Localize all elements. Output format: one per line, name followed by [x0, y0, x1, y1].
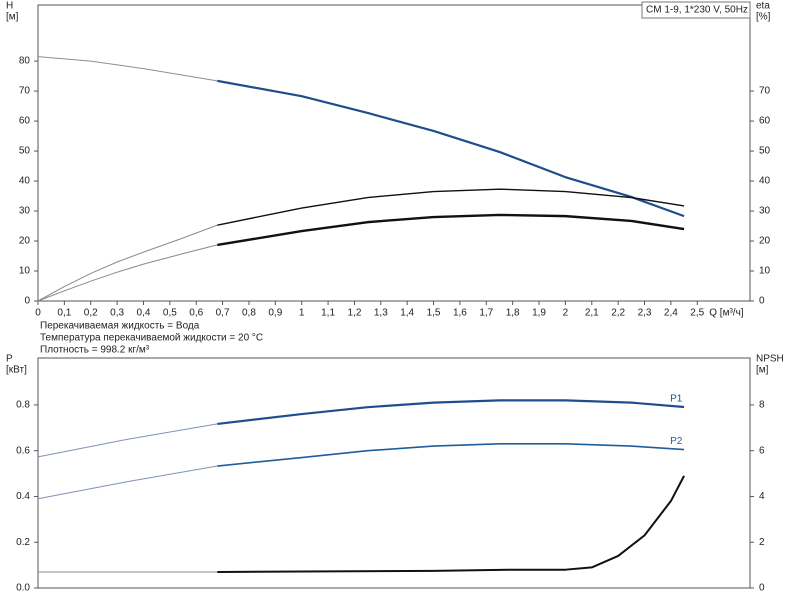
x-tick-label: 1,9 — [532, 308, 546, 319]
x-tick-label: 0,2 — [84, 308, 98, 319]
y2-tick-label: 30 — [759, 206, 771, 217]
x-tick-label: 0,4 — [137, 308, 151, 319]
y2-tick-label: 6 — [759, 445, 765, 456]
curve — [217, 475, 685, 573]
x-tick-label: 1,2 — [347, 308, 361, 319]
x-tick-label: 0,6 — [189, 308, 203, 319]
x-tick-label: 1,5 — [427, 308, 441, 319]
annotation: CM 1-9, 1*230 V, 50Hz — [646, 5, 748, 16]
y2-tick-label: 40 — [759, 176, 771, 187]
y-tick-label: 10 — [19, 266, 31, 277]
x-tick-label: 0,8 — [242, 308, 256, 319]
x-tick-label: 1,1 — [321, 308, 335, 319]
y2-tick-label: 10 — [759, 266, 771, 277]
x-tick-label: 1,7 — [479, 308, 493, 319]
y2-tick-label: 50 — [759, 146, 771, 157]
y2-axis-label: eta — [756, 1, 770, 12]
plot-frame — [37, 4, 751, 302]
note: Плотность = 998.2 кг/м³ — [40, 345, 150, 356]
x-axis-label: Q [м³/ч] — [709, 308, 744, 319]
y2-axis-label: [%] — [756, 12, 771, 23]
y-axis-label: [кВт] — [6, 365, 27, 376]
x-tick-label: 2,5 — [690, 308, 704, 319]
x-tick-label: 2,4 — [664, 308, 678, 319]
curve — [37, 224, 218, 302]
x-tick-label: 1 — [299, 308, 305, 319]
y-tick-label: 70 — [19, 86, 31, 97]
y-tick-label: 0.8 — [16, 400, 30, 411]
curve — [37, 423, 218, 458]
note: Температура перекачиваемой жидкости = 20… — [40, 333, 263, 344]
curve — [217, 213, 685, 247]
x-tick-label: 0,3 — [110, 308, 124, 319]
y-tick-label: 0.6 — [16, 445, 30, 456]
x-tick-label: 2,1 — [585, 308, 599, 319]
y-tick-label: 80 — [19, 56, 31, 67]
y-tick-label: 20 — [19, 236, 31, 247]
plot-frame — [37, 357, 751, 589]
curve — [37, 56, 218, 82]
y-tick-label: 60 — [19, 116, 31, 127]
annotation-box — [641, 1, 751, 19]
x-tick-label: 2,2 — [611, 308, 625, 319]
y-tick-label: 0 — [24, 296, 30, 307]
y2-tick-label: 0 — [759, 296, 765, 307]
y2-axis-label: NPSH — [756, 354, 784, 365]
y-axis-label: P — [6, 354, 13, 365]
x-tick-label: 1,3 — [374, 308, 388, 319]
x-tick-label: 1,8 — [506, 308, 520, 319]
x-tick-label: 0,7 — [216, 308, 230, 319]
curve-label: P2 — [670, 436, 683, 447]
y2-tick-label: 8 — [759, 400, 765, 411]
y2-tick-label: 4 — [759, 491, 765, 502]
curve — [217, 443, 685, 467]
x-tick-label: 1,4 — [400, 308, 414, 319]
y2-tick-label: 0 — [759, 583, 765, 594]
x-tick-label: 0,1 — [57, 308, 71, 319]
x-tick-label: 2 — [563, 308, 569, 319]
curve-label: P1 — [670, 394, 683, 405]
x-tick-label: 2,3 — [638, 308, 652, 319]
x-tick-label: 0,5 — [163, 308, 177, 319]
curve — [217, 188, 685, 226]
curve — [217, 399, 685, 426]
y-tick-label: 0.0 — [16, 583, 30, 594]
x-tick-label: 0,9 — [268, 308, 282, 319]
x-tick-label: 0 — [35, 308, 41, 319]
y-axis-label: H — [6, 1, 13, 12]
y2-tick-label: 60 — [759, 116, 771, 127]
y-tick-label: 50 — [19, 146, 31, 157]
x-tick-label: 1,6 — [453, 308, 467, 319]
y-tick-label: 0.2 — [16, 537, 30, 548]
curve — [37, 244, 218, 302]
y2-tick-label: 70 — [759, 86, 771, 97]
y2-tick-label: 20 — [759, 236, 771, 247]
y2-axis-label: [м] — [756, 365, 769, 376]
y-tick-label: 30 — [19, 206, 31, 217]
y-tick-label: 40 — [19, 176, 31, 187]
curve — [37, 465, 218, 500]
y-tick-label: 0.4 — [16, 491, 30, 502]
y2-tick-label: 2 — [759, 537, 765, 548]
curve — [217, 79, 685, 218]
note: Перекачиваемая жидкость = Вода — [40, 321, 200, 332]
y-axis-label: [м] — [6, 12, 19, 23]
